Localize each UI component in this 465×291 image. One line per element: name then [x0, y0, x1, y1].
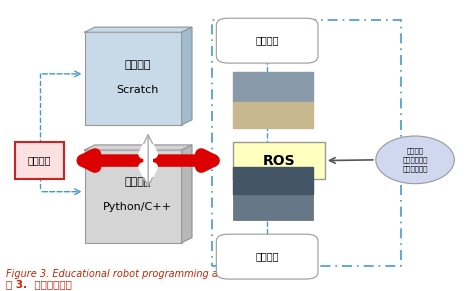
Text: 图 3.  编程实现框图: 图 3. 编程实现框图 [6, 279, 72, 289]
FancyBboxPatch shape [216, 234, 318, 279]
Polygon shape [232, 72, 313, 102]
FancyBboxPatch shape [85, 150, 182, 243]
Text: Scratch: Scratch [117, 85, 159, 95]
Text: 标准消息
控制仿真或真
实机器人模型: 标准消息 控制仿真或真 实机器人模型 [402, 148, 428, 172]
Text: ROS: ROS [262, 154, 295, 168]
Text: 环境感知: 环境感知 [255, 252, 279, 262]
Text: 代码编程: 代码编程 [125, 178, 151, 187]
Polygon shape [232, 167, 313, 194]
FancyBboxPatch shape [232, 142, 325, 180]
Polygon shape [182, 27, 192, 125]
FancyBboxPatch shape [85, 32, 182, 125]
Text: Figure 3. Educational robot programming and implementation: Figure 3. Educational robot programming … [6, 269, 311, 279]
Polygon shape [182, 145, 192, 243]
FancyBboxPatch shape [15, 142, 64, 180]
Polygon shape [85, 27, 192, 32]
Text: 图形编程: 图形编程 [125, 60, 151, 70]
Text: Python/C++: Python/C++ [103, 203, 172, 212]
Polygon shape [232, 102, 313, 127]
FancyBboxPatch shape [216, 18, 318, 63]
Polygon shape [85, 145, 192, 150]
FancyBboxPatch shape [232, 72, 313, 127]
Circle shape [376, 136, 454, 184]
FancyBboxPatch shape [232, 167, 313, 220]
Text: 运动控制: 运动控制 [255, 36, 279, 46]
Text: 转换模块: 转换模块 [28, 156, 51, 166]
